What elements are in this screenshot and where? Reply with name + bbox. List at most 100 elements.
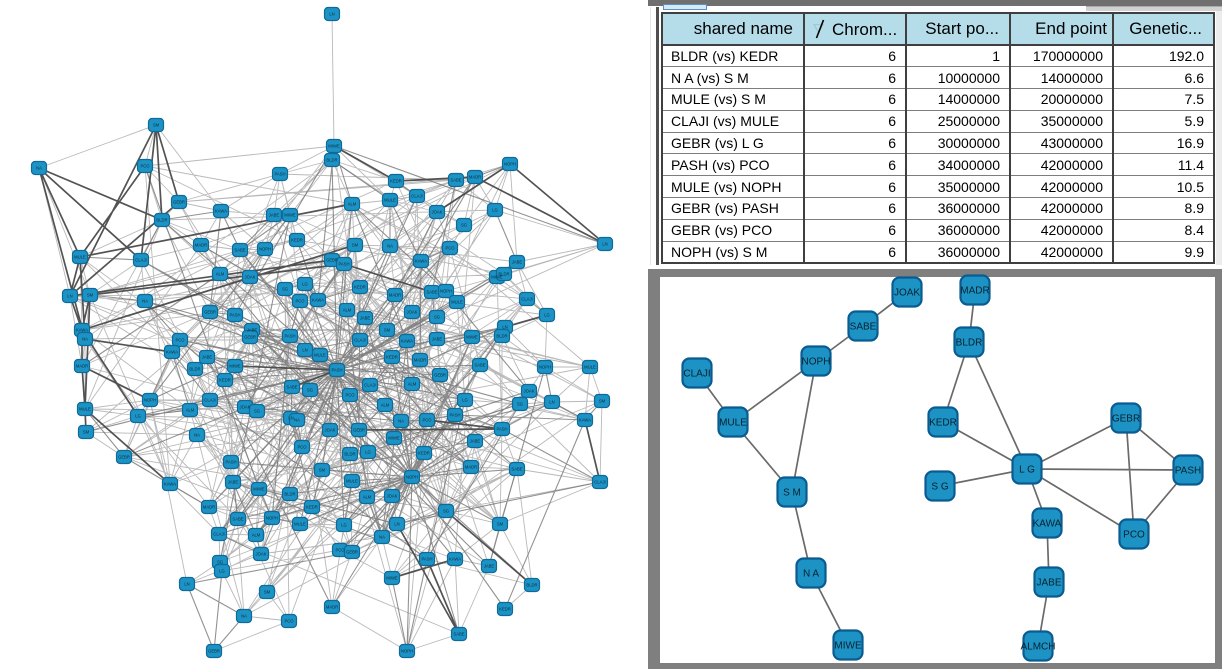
svg-text:JOAK: JOAK <box>245 275 256 280</box>
svg-text:KAWA: KAWA <box>76 328 88 333</box>
svg-text:S M: S M <box>783 488 801 499</box>
svg-text:GEBR: GEBR <box>173 200 185 205</box>
svg-text:KEDR: KEDR <box>418 451 430 456</box>
svg-text:KEDR: KEDR <box>219 378 231 383</box>
svg-text:NOPH: NOPH <box>259 247 271 252</box>
svg-text:ALM: ALM <box>348 202 357 207</box>
svg-text:JOAK: JOAK <box>325 428 336 433</box>
svg-text:JOAK: JOAK <box>240 405 251 410</box>
svg-text:LN: LN <box>184 582 189 587</box>
svg-text:NOPH: NOPH <box>401 649 413 654</box>
svg-text:MADR: MADR <box>414 358 426 363</box>
svg-text:SM: SM <box>497 522 504 527</box>
svg-text:MADR: MADR <box>76 364 88 369</box>
svg-text:SABE: SABE <box>474 363 485 368</box>
svg-text:NA: NA <box>194 433 200 438</box>
svg-text:GEBR: GEBR <box>244 335 256 340</box>
svg-text:PCO: PCO <box>445 246 455 251</box>
svg-text:MADR: MADR <box>469 175 481 180</box>
svg-text:MADR: MADR <box>326 605 338 610</box>
svg-text:KAWA: KAWA <box>215 209 227 214</box>
svg-text:ALM: ALM <box>216 272 225 277</box>
svg-text:NOPH: NOPH <box>406 475 418 480</box>
svg-text:JOAK: JOAK <box>407 310 418 315</box>
svg-text:GEBR: GEBR <box>346 550 358 555</box>
svg-text:NOPH: NOPH <box>440 289 452 294</box>
svg-text:MADR: MADR <box>195 243 207 248</box>
svg-text:PCO: PCO <box>297 445 307 450</box>
svg-text:PASH: PASH <box>225 460 236 465</box>
svg-text:SABE: SABE <box>450 178 461 183</box>
svg-text:JOAK: JOAK <box>432 210 443 215</box>
svg-text:PCO: PCO <box>422 418 432 423</box>
svg-text:BLDR: BLDR <box>956 338 983 349</box>
svg-text:NOPH: NOPH <box>504 162 516 167</box>
svg-text:LG: LG <box>341 523 347 528</box>
svg-text:S G: S G <box>931 482 948 493</box>
svg-text:MIWE: MIWE <box>284 213 296 218</box>
svg-text:LG: LG <box>219 569 225 574</box>
svg-text:NA: NA <box>36 166 42 171</box>
svg-text:SG: SG <box>434 315 440 320</box>
svg-text:SABE: SABE <box>426 290 437 295</box>
svg-text:PCO: PCO <box>175 338 185 343</box>
svg-text:NA: NA <box>379 535 385 540</box>
svg-text:SABE: SABE <box>850 322 877 333</box>
svg-text:LG: LG <box>302 282 308 287</box>
svg-text:ALM: ALM <box>381 403 390 408</box>
svg-text:BLDR: BLDR <box>284 492 295 497</box>
svg-text:GEBR: GEBR <box>208 649 220 654</box>
svg-text:JABE: JABE <box>360 316 371 321</box>
svg-text:PCO: PCO <box>140 164 150 169</box>
svg-text:LN: LN <box>602 242 607 247</box>
svg-text:MULE: MULE <box>294 522 306 527</box>
svg-text:JOAK: JOAK <box>894 288 920 299</box>
svg-text:LG: LG <box>135 414 141 419</box>
svg-text:BLDR: BLDR <box>344 452 355 457</box>
svg-text:BLDR: BLDR <box>156 218 167 223</box>
svg-text:CLAJI: CLAJI <box>364 383 375 388</box>
svg-text:SM: SM <box>384 328 391 333</box>
svg-text:JABE: JABE <box>269 213 280 218</box>
svg-text:SM: SM <box>83 430 90 435</box>
svg-text:JABE: JABE <box>512 260 523 265</box>
svg-text:LN: LN <box>502 325 507 330</box>
svg-text:NA: NA <box>82 337 88 342</box>
svg-text:KAWA: KAWA <box>415 259 427 264</box>
svg-text:LN: LN <box>549 400 554 405</box>
svg-text:JABE: JABE <box>1036 578 1061 589</box>
svg-text:SG: SG <box>461 223 467 228</box>
svg-text:ALM: ALM <box>343 308 352 313</box>
svg-text:JABE: JABE <box>432 337 443 342</box>
svg-text:NA: NA <box>387 244 393 249</box>
svg-text:SM: SM <box>87 293 94 298</box>
svg-text:MADR: MADR <box>960 286 989 297</box>
svg-text:CLAJI: CLAJI <box>354 338 365 343</box>
svg-text:PCO: PCO <box>1123 530 1145 541</box>
svg-text:N A: N A <box>803 569 819 580</box>
svg-text:CLAJI: CLAJI <box>683 369 710 380</box>
svg-text:SM: SM <box>319 468 326 473</box>
svg-text:NOPH: NOPH <box>802 357 831 368</box>
svg-text:NA: NA <box>241 614 247 619</box>
svg-text:MIWE: MIWE <box>834 641 862 652</box>
svg-text:MULE: MULE <box>584 365 596 370</box>
svg-text:MIWE: MIWE <box>388 436 400 441</box>
svg-text:BLDR: BLDR <box>326 158 337 163</box>
svg-text:KAWA: KAWA <box>449 557 461 562</box>
svg-text:LG: LG <box>462 398 468 403</box>
svg-text:SG: SG <box>254 409 260 414</box>
svg-text:MIWE: MIWE <box>466 335 478 340</box>
svg-text:KAWA: KAWA <box>166 350 178 355</box>
svg-text:KEDR: KEDR <box>499 607 511 612</box>
svg-text:JABE: JABE <box>247 328 258 333</box>
svg-text:ALM: ALM <box>408 382 417 387</box>
svg-text:KAWA: KAWA <box>401 339 413 344</box>
svg-text:KAWA: KAWA <box>164 482 176 487</box>
svg-text:MULE: MULE <box>74 255 86 260</box>
svg-text:MULE: MULE <box>79 407 91 412</box>
svg-text:SM: SM <box>352 243 359 248</box>
svg-text:GEBR: GEBR <box>326 258 338 263</box>
svg-text:LN: LN <box>329 12 334 17</box>
svg-text:MIWE: MIWE <box>328 144 340 149</box>
